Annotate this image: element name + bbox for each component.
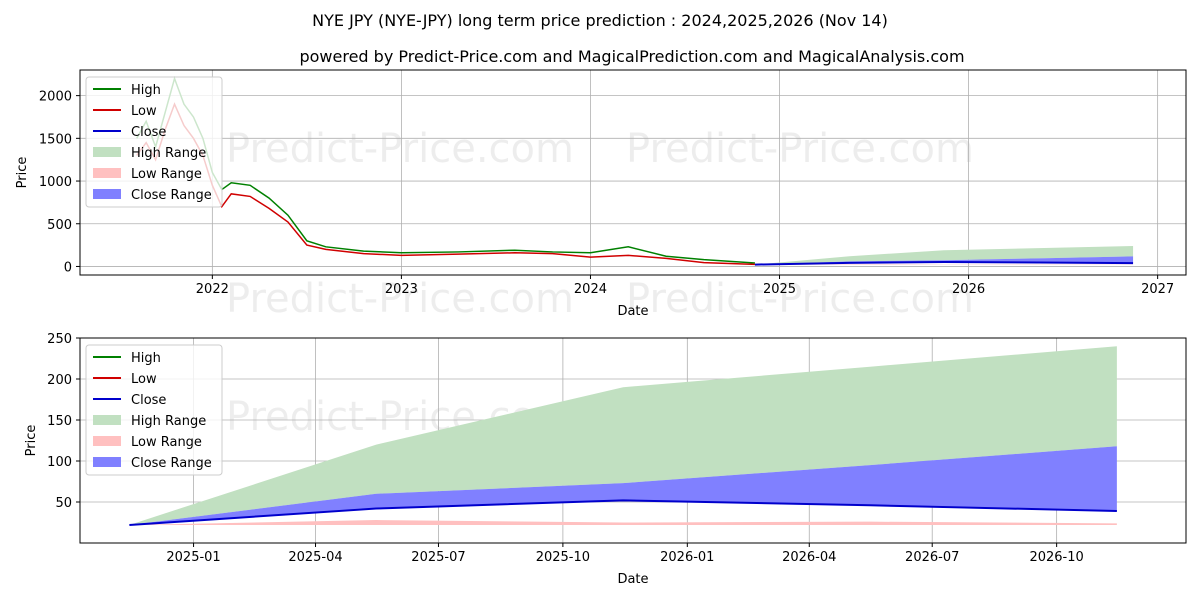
y-tick-label: 50 [55, 496, 72, 511]
legend-high-range-swatch [93, 147, 121, 157]
y-tick-label: 1500 [39, 132, 72, 147]
legend-low-range-swatch [93, 436, 121, 446]
y-tick-label: 200 [47, 373, 72, 388]
watermark-text: Predict-Price.com [626, 126, 974, 172]
y-axis-label: Price [24, 425, 39, 457]
high-range-area [754, 245, 1134, 265]
y-tick-label: 500 [47, 218, 72, 233]
x-tick-label: 2026-10 [1029, 550, 1083, 565]
legend-low-label: Low [131, 372, 157, 387]
low-range-area [754, 264, 1134, 265]
x-axis-label: Date [617, 304, 648, 319]
legend-close-range-swatch [93, 189, 121, 199]
legend-close-range-label: Close Range [131, 456, 212, 471]
legend-low-range-label: Low Range [131, 167, 202, 182]
watermark-text: Predict-Price.com [626, 276, 974, 322]
legend-low-label: Low [131, 104, 157, 119]
legend-close-label: Close [131, 393, 166, 408]
high-range-area [129, 346, 1117, 525]
x-tick-label: 2026-01 [660, 550, 714, 565]
chart-subtitle: powered by Predict-Price.com and Magical… [299, 47, 964, 66]
legend-high-range-label: High Range [131, 146, 206, 161]
legend-high-label: High [131, 83, 161, 98]
plot-area [129, 346, 1117, 526]
x-tick-label: 2024 [574, 282, 607, 297]
x-tick-label: 2022 [196, 282, 229, 297]
x-tick-label: 2025 [763, 282, 796, 297]
y-tick-label: 0 [64, 260, 72, 275]
x-tick-label: 2025-01 [166, 550, 220, 565]
x-tick-label: 2025-07 [411, 550, 465, 565]
legend-high-range-swatch [93, 415, 121, 425]
y-tick-label: 2000 [39, 90, 72, 105]
low-range-area [129, 520, 1117, 525]
x-tick-label: 2026-04 [782, 550, 836, 565]
x-tick-label: 2025-04 [288, 550, 342, 565]
watermark-text: Predict-Price.com [226, 276, 574, 322]
axes-frame [79, 69, 1187, 276]
watermark-text: Predict-Price.com [226, 126, 574, 172]
legend-high-label: High [131, 351, 161, 366]
legend-close-label: Close [131, 125, 166, 140]
y-axis-label: Price [15, 157, 30, 189]
x-tick-label: 2023 [385, 282, 418, 297]
y-tick-label: 1000 [39, 175, 72, 190]
legend-close-range-label: Close Range [131, 188, 212, 203]
x-axis-label: Date [617, 572, 648, 587]
axes-frame [79, 337, 1187, 544]
legend: High Low Close High Range Low Range Close Ran… [85, 76, 223, 208]
y-tick-label: 100 [47, 455, 72, 470]
x-tick-label: 2026-07 [905, 550, 959, 565]
panel-history: Predict-Price.com Predict-Price.com Predic… [15, 69, 1187, 322]
legend-high-range-label: High Range [131, 414, 206, 429]
y-tick-label: 250 [47, 332, 72, 347]
x-tick-label: 2026 [952, 282, 985, 297]
legend-close-range-swatch [93, 457, 121, 467]
x-tick-label: 2027 [1141, 282, 1174, 297]
y-tick-label: 150 [47, 414, 72, 429]
close-range-area [129, 446, 1117, 525]
panel-forecast-zoom: Predict-Price.comPredict-Price.com2025-0… [24, 332, 1187, 587]
close-line [129, 499, 1117, 526]
x-tick-label: 2025-10 [536, 550, 590, 565]
legend: High Low Close High Range Low Range Close Ran… [85, 344, 223, 476]
chart-title: NYE JPY (NYE-JPY) long term price predic… [312, 11, 888, 30]
legend-low-range-label: Low Range [131, 435, 202, 450]
legend-low-range-swatch [93, 168, 121, 178]
close-line [754, 261, 1134, 266]
